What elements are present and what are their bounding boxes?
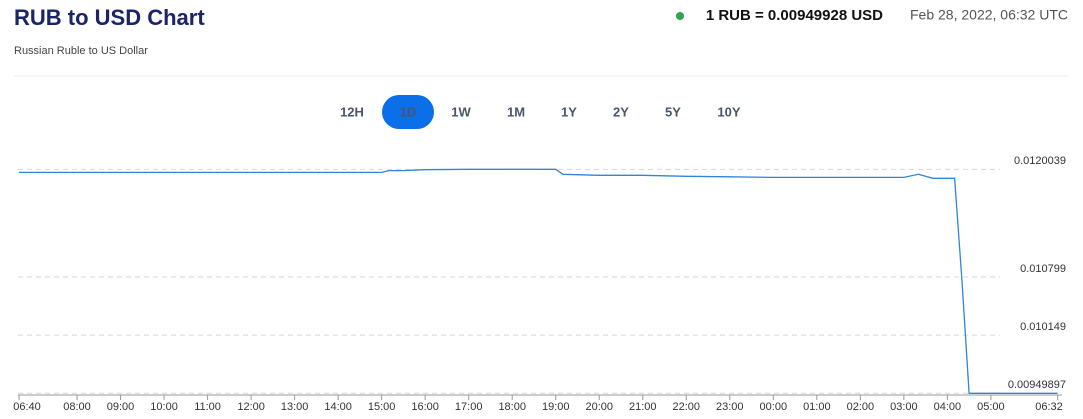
x-tick-label: 11:00 — [194, 401, 221, 413]
rate: 1 RUB = 0.00949928 USD — [706, 7, 883, 24]
range-button[interactable]: 10Y — [717, 104, 740, 119]
y-tick-label: 0.0120039 — [1014, 155, 1066, 167]
x-tick-label: 22:00 — [673, 401, 701, 413]
range-button[interactable]: 12H — [340, 104, 364, 119]
status-dot — [676, 12, 684, 20]
range-button[interactable]: 5Y — [665, 104, 681, 119]
x-tick-label: 12:00 — [237, 401, 265, 413]
x-tick-label: 04:00 — [934, 401, 962, 413]
x-tick-label: 03:00 — [890, 401, 918, 413]
range-button[interactable]: 2Y — [613, 104, 629, 119]
subtitle: Russian Ruble to US Dollar — [14, 45, 148, 57]
x-tick-label: 19:00 — [542, 401, 570, 413]
x-tick-label: 08:00 — [63, 401, 91, 413]
range-button[interactable]: 1D — [400, 104, 417, 119]
x-tick-label: 20:00 — [585, 401, 613, 413]
timestamp: Feb 28, 2022, 06:32 UTC — [910, 7, 1068, 23]
x-tick-label: 01:00 — [803, 401, 831, 413]
x-tick-label: 18:00 — [498, 401, 526, 413]
x-tick-label: 05:00 — [977, 401, 1005, 413]
x-tick-label: 23:00 — [716, 401, 744, 413]
x-tick-label: 10:00 — [150, 401, 178, 413]
x-tick-label: 21:00 — [629, 401, 657, 413]
x-tick-label: 14:00 — [324, 401, 352, 413]
title: RUB to USD Chart — [14, 5, 205, 30]
range-button[interactable]: 1Y — [561, 104, 577, 119]
y-tick-label: 0.010799 — [1020, 263, 1066, 275]
y-tick-label: 0.00949897 — [1008, 379, 1066, 391]
x-tick-label: 09:00 — [107, 401, 135, 413]
range-button[interactable]: 1W — [451, 104, 471, 119]
x-tick-label: 02:00 — [847, 401, 875, 413]
range-button-bg[interactable] — [382, 95, 434, 129]
x-tick-label: 15:00 — [368, 401, 396, 413]
x-tick-label: 17:00 — [455, 401, 483, 413]
x-tick-label: 00:00 — [760, 401, 788, 413]
x-tick-label: 13:00 — [281, 401, 309, 413]
range-button[interactable]: 1M — [507, 104, 525, 119]
x-tick-label: 06:32 — [1035, 401, 1063, 413]
x-tick-label: 16:00 — [411, 401, 439, 413]
y-tick-label: 0.010149 — [1020, 321, 1066, 333]
x-tick-label: 06:40 — [13, 401, 41, 413]
line — [19, 168, 1058, 394]
